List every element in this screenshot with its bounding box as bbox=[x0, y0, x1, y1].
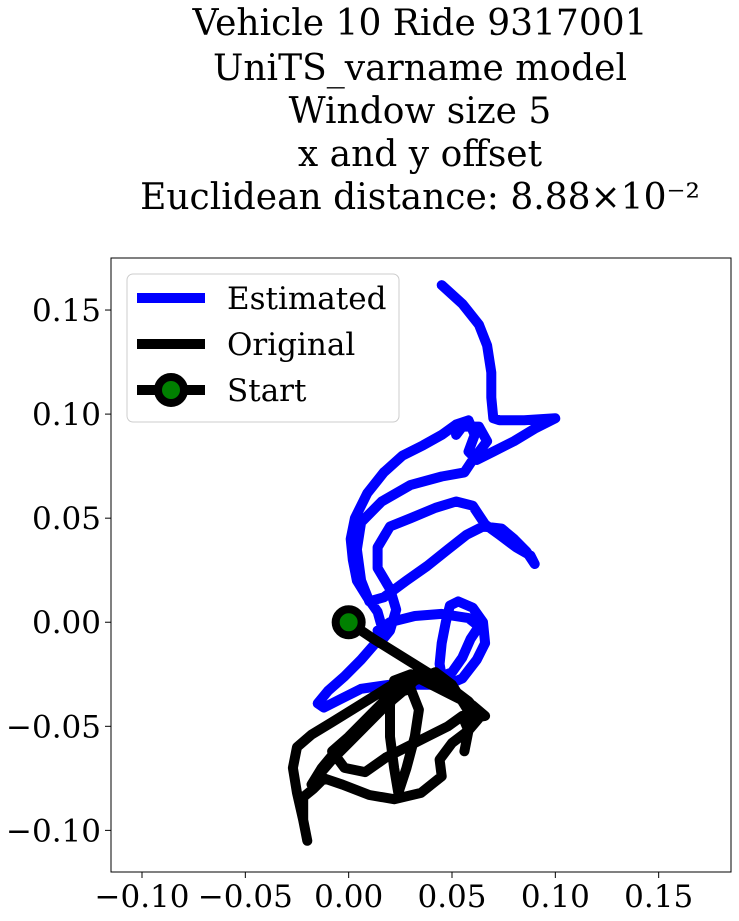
y-tick-label: −0.10 bbox=[6, 813, 101, 849]
x-tick-label: 0.05 bbox=[417, 879, 486, 915]
x-tick-label: −0.05 bbox=[198, 879, 293, 915]
x-tick-label: 0.15 bbox=[624, 879, 693, 915]
chart-title: Vehicle 10 Ride 9317001 UniTS_varname mo… bbox=[140, 3, 700, 218]
legend-start-marker bbox=[154, 373, 188, 407]
legend-label-start: Start bbox=[227, 373, 307, 409]
x-tick-label: 0.00 bbox=[314, 879, 383, 915]
y-axis-ticks: 0.15 0.10 0.05 0.00 −0.05 −0.10 bbox=[6, 293, 111, 849]
title-line-2: UniTS_varname model bbox=[213, 48, 627, 89]
start-marker bbox=[331, 605, 366, 640]
y-tick-label: 0.15 bbox=[32, 293, 101, 329]
x-axis-ticks: −0.10 −0.05 0.00 0.05 0.10 0.15 bbox=[95, 872, 693, 915]
x-tick-label: −0.10 bbox=[95, 879, 190, 915]
y-tick-label: 0.00 bbox=[32, 605, 101, 641]
series-estimated-line bbox=[312, 280, 561, 713]
title-line-4: x and y offset bbox=[298, 134, 543, 175]
title-line-1: Vehicle 10 Ride 9317001 bbox=[191, 3, 647, 44]
plot-frame bbox=[110, 257, 732, 873]
y-tick-label: 0.10 bbox=[32, 397, 101, 433]
y-tick-label: −0.05 bbox=[6, 709, 101, 745]
series-original-line bbox=[287, 617, 491, 846]
legend-label-original: Original bbox=[227, 327, 355, 363]
x-tick-label: 0.10 bbox=[521, 879, 590, 915]
plot-series bbox=[287, 280, 561, 846]
y-tick-label: 0.05 bbox=[32, 501, 101, 537]
legend: Estimated Original Start bbox=[126, 273, 400, 423]
title-line-3: Window size 5 bbox=[289, 91, 552, 132]
title-line-5: Euclidean distance: 8.88×10⁻² bbox=[140, 177, 700, 218]
legend-label-estimated: Estimated bbox=[227, 281, 386, 317]
